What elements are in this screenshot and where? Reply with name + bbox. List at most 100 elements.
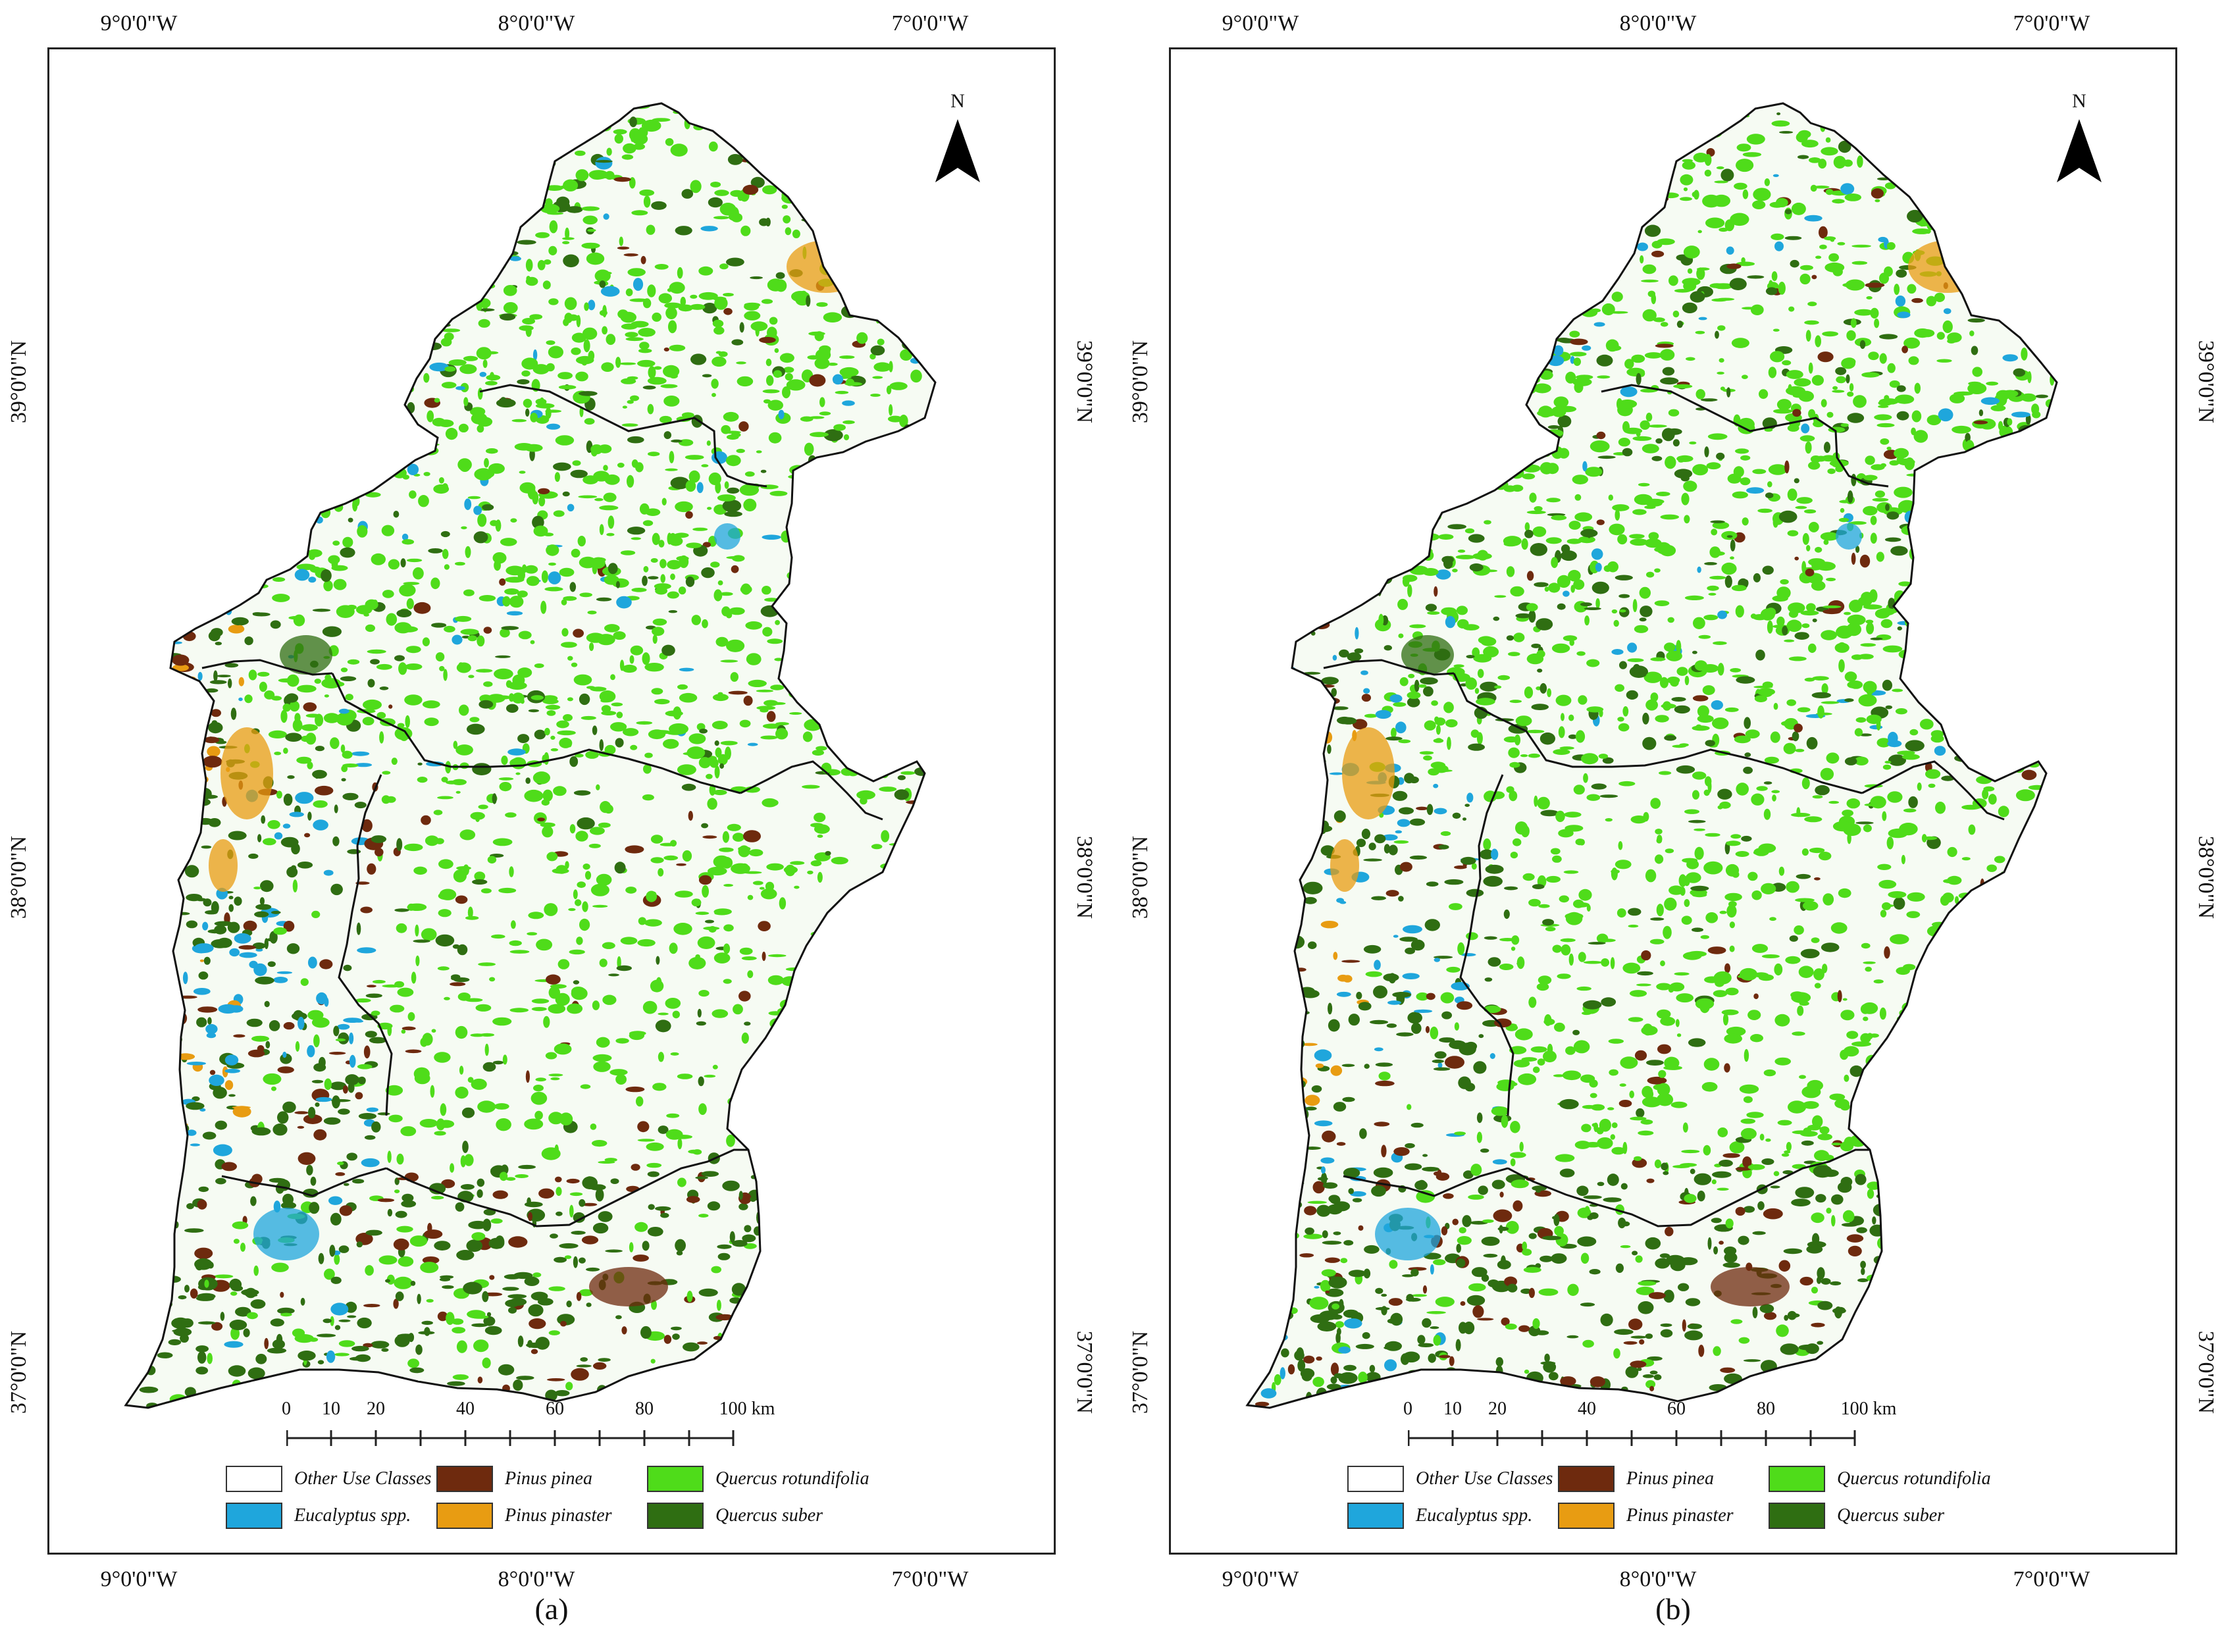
land-cover-patch <box>778 409 785 419</box>
land-cover-patch <box>919 323 929 336</box>
land-cover-patch <box>1453 378 1461 386</box>
land-cover-patch <box>420 321 438 334</box>
land-cover-patch <box>358 334 375 344</box>
land-cover-patch <box>262 153 276 161</box>
land-cover-patch <box>1844 611 1851 615</box>
land-cover-patch <box>1785 956 1801 964</box>
land-cover-patch <box>499 578 506 586</box>
land-cover-patch <box>621 1326 627 1335</box>
land-cover-patch <box>1509 158 1525 168</box>
land-cover-patch <box>842 1168 860 1181</box>
land-cover-patch <box>126 365 130 377</box>
land-cover-patch <box>396 1226 413 1233</box>
land-cover-patch <box>1580 236 1598 247</box>
land-cover-patch <box>364 266 383 272</box>
land-cover-patch <box>303 702 317 712</box>
land-cover-patch <box>442 549 449 559</box>
land-cover-patch <box>456 123 461 129</box>
land-cover-patch <box>1405 947 1415 954</box>
land-cover-patch <box>1252 640 1270 654</box>
land-cover-patch <box>268 730 287 738</box>
land-cover-patch <box>2005 569 2026 577</box>
land-cover-patch <box>556 720 569 729</box>
land-cover-patch <box>1881 1289 1895 1299</box>
land-cover-patch <box>828 1177 842 1186</box>
land-cover-patch <box>810 432 829 438</box>
land-cover-patch <box>500 313 516 321</box>
land-cover-patch <box>1272 743 1281 756</box>
land-cover-patch <box>860 1074 874 1083</box>
land-cover-patch <box>219 471 230 476</box>
land-cover-patch <box>590 883 609 896</box>
land-cover-patch <box>844 1274 858 1287</box>
land-cover-patch <box>1786 1142 1792 1152</box>
land-cover-patch <box>275 297 292 304</box>
land-cover-patch <box>1735 448 1749 454</box>
land-cover-patch <box>296 756 312 764</box>
land-cover-patch <box>669 942 678 954</box>
land-cover-patch <box>837 184 853 188</box>
land-cover-patch <box>802 731 813 742</box>
land-cover-patch <box>1667 617 1674 623</box>
legend-item: Eucalyptus spp. <box>226 1501 411 1530</box>
land-cover-patch <box>748 679 767 687</box>
land-cover-patch <box>495 205 502 212</box>
land-cover-patch <box>1980 1314 2001 1328</box>
land-cover-patch <box>567 503 575 511</box>
land-cover-patch <box>576 937 583 945</box>
land-cover-patch <box>217 675 231 678</box>
land-cover-patch <box>1870 307 1879 319</box>
land-cover-patch <box>1888 1272 1894 1285</box>
land-cover-cluster <box>787 240 866 293</box>
land-cover-patch <box>1876 552 1884 562</box>
land-cover-patch <box>828 728 841 736</box>
land-cover-patch <box>1659 349 1675 361</box>
land-cover-patch <box>599 309 608 316</box>
land-cover-patch <box>1247 374 1262 386</box>
land-cover-patch <box>494 1103 509 1110</box>
land-cover-patch <box>691 898 702 907</box>
land-cover-patch <box>280 1291 284 1298</box>
land-cover-patch <box>357 452 365 455</box>
land-cover-patch <box>1258 679 1279 683</box>
land-cover-patch <box>582 215 598 225</box>
land-cover-patch <box>1324 436 1335 442</box>
land-cover-patch <box>421 1320 433 1325</box>
legend-label: Quercus suber <box>715 1505 823 1526</box>
land-cover-patch <box>297 1125 305 1129</box>
land-cover-patch <box>1744 717 1751 729</box>
land-cover-patch <box>718 351 728 357</box>
land-cover-patch <box>202 579 212 588</box>
land-cover-patch <box>2011 952 2021 964</box>
land-cover-patch <box>330 737 340 749</box>
land-cover-patch <box>230 1327 240 1340</box>
land-cover-patch <box>455 1087 469 1099</box>
land-cover-patch <box>1256 388 1276 399</box>
land-cover-patch <box>1712 521 1730 529</box>
land-cover-patch <box>461 1107 475 1118</box>
land-cover-patch <box>1730 834 1742 839</box>
land-cover-patch <box>681 783 696 791</box>
land-cover-patch <box>1770 731 1780 743</box>
land-cover-patch <box>184 722 195 729</box>
land-cover-patch <box>148 295 156 303</box>
land-cover-patch <box>1424 919 1440 931</box>
land-cover-patch <box>1353 276 1368 282</box>
land-cover-patch <box>2034 554 2042 566</box>
land-cover-patch <box>211 1406 223 1408</box>
land-cover-patch <box>1646 571 1655 578</box>
land-cover-patch <box>1377 1386 1384 1394</box>
land-cover-patch <box>590 444 603 455</box>
land-cover-patch <box>1252 480 1269 486</box>
land-cover-patch <box>174 735 183 742</box>
land-cover-patch <box>1867 1033 1873 1040</box>
land-cover-patch <box>410 1281 416 1286</box>
land-cover-patch <box>769 1174 774 1182</box>
land-cover-patch <box>1740 477 1751 486</box>
land-cover-patch <box>744 786 760 793</box>
land-cover-patch <box>335 1038 346 1042</box>
land-cover-patch <box>203 142 209 147</box>
land-cover-patch <box>887 580 900 591</box>
land-cover-patch <box>376 711 386 719</box>
land-cover-patch <box>478 595 496 602</box>
